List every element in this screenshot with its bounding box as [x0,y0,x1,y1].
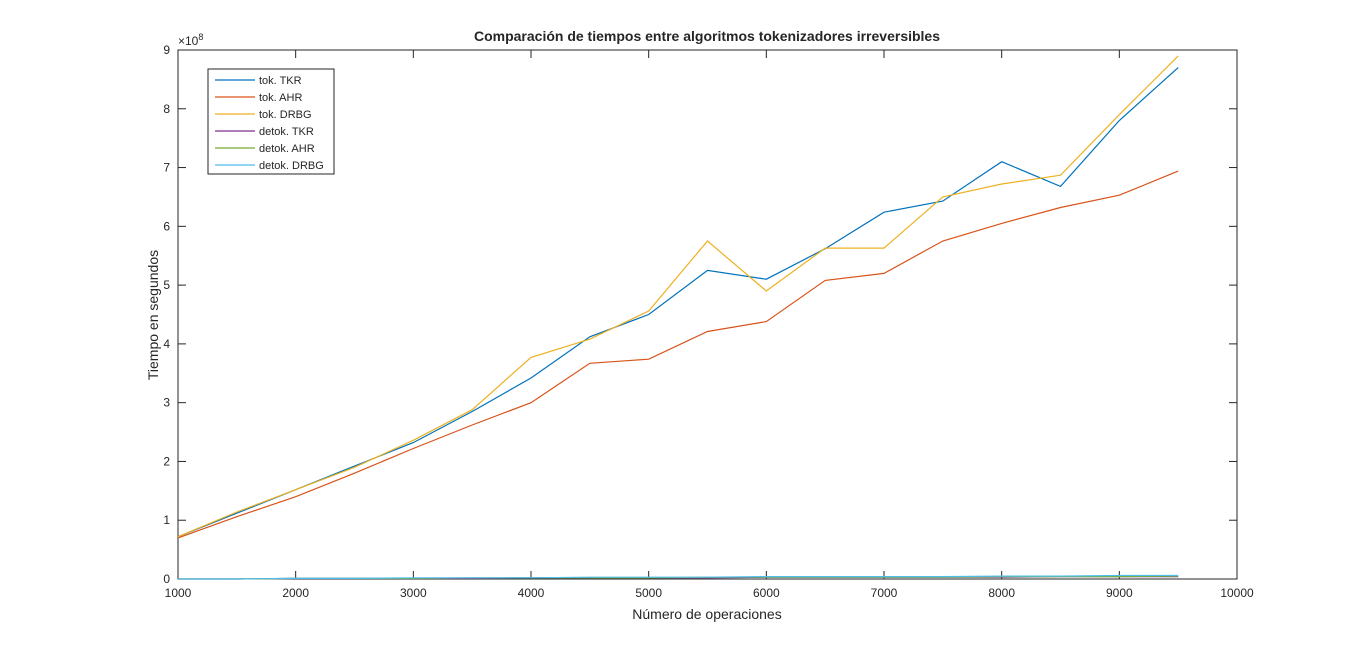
legend-item: tok. AHR [215,92,302,104]
x-tick-label: 4000 [518,586,545,600]
legend-label: tok. AHR [259,92,302,104]
y-exponent-label: ×108 [178,32,203,48]
x-tick-label: 2000 [282,586,309,600]
y-axis-label: Tiempo en segundos [145,250,161,380]
y-tick-label: 7 [163,161,170,175]
y-tick-label: 9 [163,43,170,57]
y-tick-label: 8 [163,102,170,116]
y-exponent-power: 8 [198,32,203,42]
x-tick-label: 3000 [400,586,427,600]
x-tick-label: 5000 [635,586,662,600]
x-tick-label: 6000 [753,586,780,600]
y-tick-label: 0 [163,572,170,586]
y-tick-label: 1 [163,513,170,527]
series-line-tok-drbg [177,55,1179,538]
y-tick-label: 3 [163,396,170,410]
y-tick-label: 6 [163,219,170,233]
series-lines [177,55,1179,580]
legend-label: detok. DRBG [259,160,324,172]
legend-label: tok. TKR [259,75,302,87]
series-line-detok-drbg [178,574,1179,580]
legend-item: tok. TKR [215,75,302,87]
x-tick-label: 7000 [871,586,898,600]
legend-item: detok. TKR [215,126,314,138]
legend-item: detok. AHR [215,143,315,155]
svg-text:×108: ×108 [178,32,203,48]
x-axis-label: Número de operaciones [632,606,781,622]
legend-label: detok. TKR [259,126,314,138]
legend-item: tok. DRBG [215,109,312,121]
legend-label: tok. DRBG [259,109,312,121]
legend-items: tok. TKR tok. AHR tok. DRBG detok. TKR detok… [215,75,324,172]
y-tick-label: 2 [163,454,170,468]
x-tick-labels: 1000 2000 3000 4000 5000 6000 7000 8000 9000 1000… [165,586,1254,600]
y-tick-label: 4 [163,337,170,351]
legend-label: detok. AHR [259,143,315,155]
x-tick-label: 8000 [988,586,1015,600]
plot-area [177,49,1238,580]
chart-title: Comparación de tiempos entre algoritmos … [474,28,940,44]
legend-item: detok. DRBG [215,160,324,172]
y-tick-labels: 0 1 2 3 4 5 6 7 8 9 [163,43,170,586]
y-exponent-base: ×10 [178,34,199,48]
legend-box [207,68,335,175]
x-tick-label: 1000 [165,586,192,600]
x-tick-label: 9000 [1106,586,1133,600]
series-line-tok-ahr [177,170,1179,539]
series-line-tok-tkr [177,67,1179,538]
x-tick-label: 10000 [1220,586,1254,600]
legend: tok. TKR tok. AHR tok. DRBG detok. TKR detok… [207,68,335,175]
y-tick-label: 5 [163,278,170,292]
